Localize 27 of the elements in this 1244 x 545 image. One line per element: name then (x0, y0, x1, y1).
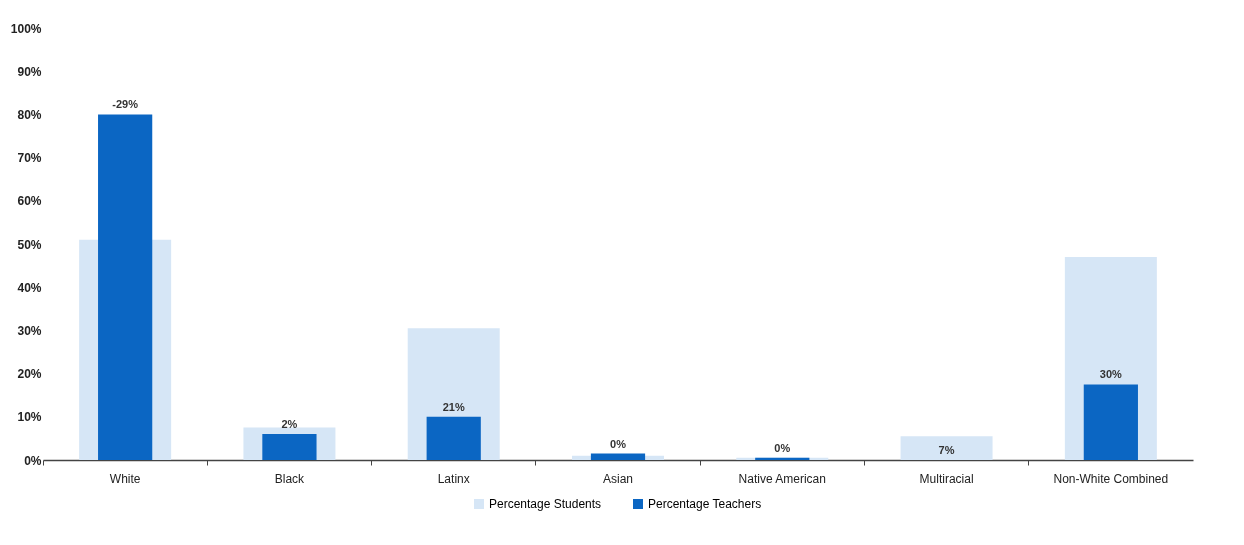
annotation: 0% (774, 441, 791, 454)
y-tick-label: 20% (17, 367, 42, 382)
annotation: 2% (281, 418, 298, 431)
x-tick-label: Black (274, 471, 306, 486)
y-tick-label: 10% (17, 410, 42, 425)
x-tick-label: Latinx (437, 471, 470, 486)
x-tick-label: Non-White Combined (1053, 471, 1169, 486)
legend-label: Percentage Teachers (648, 497, 762, 511)
legend-label: Percentage Students (489, 497, 602, 511)
y-tick-label: 60% (17, 194, 42, 209)
annotation: 30% (1099, 368, 1123, 381)
x-tick-label: Native American (738, 471, 826, 486)
annotation: -29% (112, 98, 139, 111)
y-tick-label: 30% (17, 323, 42, 338)
x-tick-label: Multiracial (919, 471, 974, 486)
x-tick-label: Asian (602, 471, 634, 486)
y-tick-label: 0% (24, 453, 42, 468)
annotation: 7% (938, 444, 955, 456)
x-tick-label: White (109, 471, 141, 486)
y-tick-label: 50% (17, 237, 42, 252)
y-tick-label: 80% (17, 107, 42, 122)
annotation: 0% (610, 437, 627, 450)
y-tick-label: 40% (17, 280, 42, 295)
y-tick-label: 70% (17, 151, 42, 166)
y-tick-label: 90% (17, 64, 42, 79)
annotation: 21% (442, 400, 465, 413)
y-tick-label: 100% (10, 21, 42, 36)
